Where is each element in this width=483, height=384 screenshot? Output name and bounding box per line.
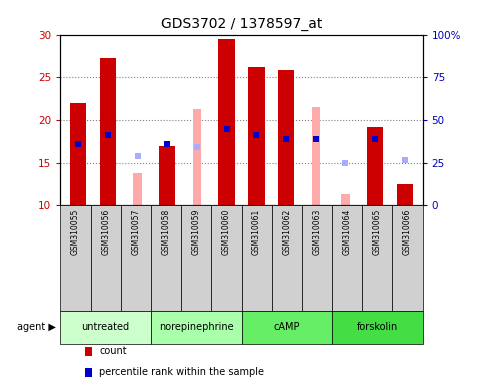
Bar — [312, 107, 320, 205]
Bar — [341, 194, 350, 205]
Text: cAMP: cAMP — [273, 322, 300, 333]
Bar — [218, 39, 235, 205]
Bar — [99, 58, 116, 205]
Bar — [193, 109, 201, 205]
Text: GSM310064: GSM310064 — [342, 209, 352, 255]
Bar — [302, 205, 332, 311]
Bar — [60, 311, 151, 344]
Text: GSM310065: GSM310065 — [373, 209, 382, 255]
Text: forskolin: forskolin — [357, 322, 398, 333]
Bar — [332, 311, 423, 344]
Text: percentile rank within the sample: percentile rank within the sample — [99, 367, 264, 377]
Bar — [70, 103, 86, 205]
Bar — [367, 127, 384, 205]
Text: GSM310057: GSM310057 — [131, 209, 141, 255]
Bar — [151, 311, 242, 344]
Text: GSM310058: GSM310058 — [161, 209, 170, 255]
Bar — [278, 70, 294, 205]
Bar — [60, 205, 91, 311]
Text: GSM310059: GSM310059 — [192, 209, 201, 255]
Bar — [151, 205, 181, 311]
Text: GSM310060: GSM310060 — [222, 209, 231, 255]
Bar — [181, 205, 212, 311]
Text: GSM310066: GSM310066 — [403, 209, 412, 255]
Text: untreated: untreated — [82, 322, 130, 333]
Text: GSM310062: GSM310062 — [282, 209, 291, 255]
Bar — [133, 173, 142, 205]
Bar — [242, 205, 271, 311]
Text: agent ▶: agent ▶ — [17, 322, 56, 333]
Bar — [159, 146, 175, 205]
Bar — [212, 205, 242, 311]
Bar — [91, 205, 121, 311]
Bar — [393, 205, 423, 311]
Bar — [332, 205, 362, 311]
Bar — [248, 67, 265, 205]
Bar — [271, 205, 302, 311]
Text: GDS3702 / 1378597_at: GDS3702 / 1378597_at — [161, 17, 322, 31]
Bar — [242, 311, 332, 344]
Bar — [397, 184, 413, 205]
Text: GSM310055: GSM310055 — [71, 209, 80, 255]
Text: GSM310056: GSM310056 — [101, 209, 110, 255]
Text: GSM310061: GSM310061 — [252, 209, 261, 255]
Text: norepinephrine: norepinephrine — [159, 322, 234, 333]
Text: count: count — [99, 346, 127, 356]
Bar — [121, 205, 151, 311]
Bar — [362, 205, 393, 311]
Text: GSM310063: GSM310063 — [313, 209, 322, 255]
